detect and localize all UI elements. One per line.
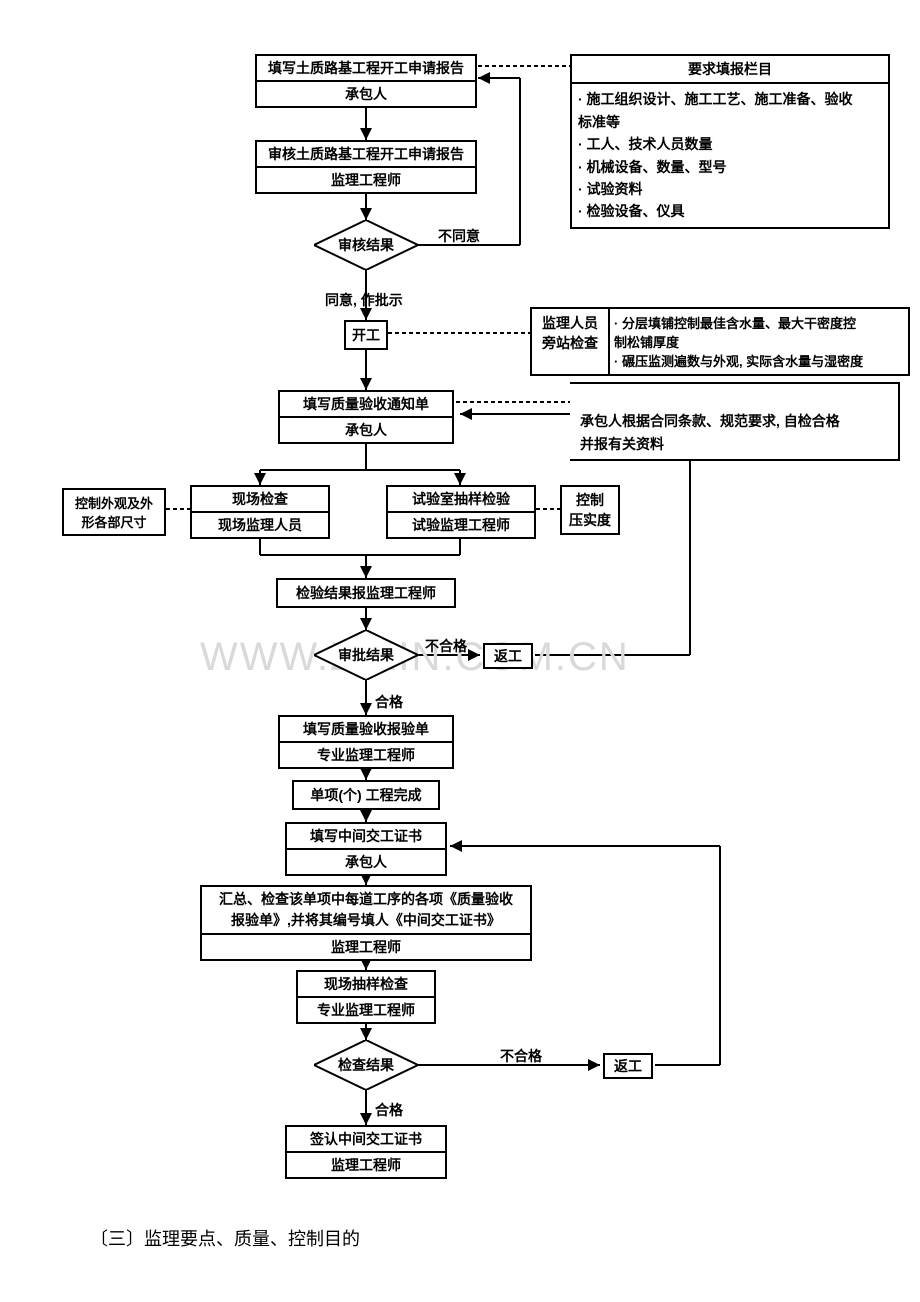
n7-top: 填写质量验收报验单 [280,717,452,743]
n1-bottom: 承包人 [257,82,475,106]
n12-top: 签认中间交工证书 [287,1127,445,1153]
node-fill-application: 填写土质路基工程开工申请报告 承包人 [255,54,477,108]
d1-right-label: 不同意 [438,226,480,246]
d3-rework: 返工 [605,1055,651,1077]
node-quality-notice: 填写质量验收通知单 承包人 [278,390,454,444]
d3-label: 检查结果 [338,1055,394,1075]
node-acceptance-form: 填写质量验收报验单 专业监理工程师 [278,715,454,769]
node-report-results: 检验结果报监理工程师 [276,578,456,608]
sideR1: 控制 压实度 [562,487,618,533]
d2-down-label: 合格 [375,692,403,712]
node-rework-1: 返工 [483,643,533,669]
d2-label: 审批结果 [338,645,394,665]
sb2-left: 监理人员 旁站检查 [532,309,610,374]
sb1-l0: · 施工组织设计、施工工艺、施工准备、验收 [578,88,882,110]
n2-top: 审核土质路基工程开工申请报告 [257,142,475,168]
node-item-complete: 单项(个) 工程完成 [292,780,440,810]
decision-review: 审核结果 [314,220,418,270]
node-sign-cert: 签认中间交工证书 监理工程师 [285,1125,447,1179]
n5b-top: 试验室抽样检验 [388,487,534,513]
node-rework-2: 返工 [603,1053,653,1079]
n10-bottom: 监理工程师 [202,935,530,959]
sideL1: 控制外观及外 形各部尺寸 [64,490,164,534]
n10-top: 汇总、检查该单项中每道工序的各项《质量验收 报验单》,并将其编号填人《中间交工证… [202,887,530,935]
n4-top: 填写质量验收通知单 [280,392,452,418]
sb2-right: · 分层填铺控制最佳含水量、最大干密度控 制松铺厚度 · 碾压监测遍数与外观, … [610,309,908,374]
d1-down-label: 同意, 作批示 [325,290,403,310]
node-summarize: 汇总、检查该单项中每道工序的各项《质量验收 报验单》,并将其编号填人《中间交工证… [200,885,532,961]
n7-bottom: 专业监理工程师 [280,743,452,767]
sb1-l5: · 检验设备、仪具 [578,200,882,222]
sb1-l1: 标准等 [578,111,882,133]
d3-right-label: 不合格 [500,1046,542,1066]
sb1-title: 要求填报栏目 [572,56,888,84]
sb1-l2: · 工人、技术人员数量 [578,133,882,155]
n8: 单项(个) 工程完成 [294,782,438,808]
n6: 检验结果报监理工程师 [278,580,454,606]
decision-check: 检查结果 [314,1040,418,1090]
n9-top: 填写中间交工证书 [287,824,445,850]
decision-approval: 审批结果 [314,630,418,680]
n9-bottom: 承包人 [287,850,445,874]
node-site-check: 现场检查 现场监理人员 [190,485,330,539]
footer-text: 〔三〕监理要点、质量、控制目的 [90,1225,360,1251]
sidebox-compaction: 控制 压实度 [560,485,620,535]
n12-bottom: 监理工程师 [287,1153,445,1177]
node-lab-check: 试验室抽样检验 试验监理工程师 [386,485,536,539]
n5a-bottom: 现场监理人员 [192,513,328,537]
n1-top: 填写土质路基工程开工申请报告 [257,56,475,82]
node-review-application: 审核土质路基工程开工申请报告 监理工程师 [255,140,477,194]
sidebox-appearance: 控制外观及外 形各部尺寸 [62,488,166,536]
n2-bottom: 监理工程师 [257,168,475,192]
d1-label: 审核结果 [338,235,394,255]
d2-rework: 返工 [485,645,531,667]
sb3: 承包人根据合同条款、规范要求, 自检合格 并报有关资料 [580,413,840,451]
sidebox-supervise: 监理人员 旁站检查 · 分层填铺控制最佳含水量、最大干密度控 制松铺厚度 · 碾… [530,307,910,376]
n11-top: 现场抽样检查 [298,972,434,998]
n4-bottom: 承包人 [280,418,452,442]
n5a-top: 现场检查 [192,487,328,513]
n11-bottom: 专业监理工程师 [298,998,434,1022]
node-spot-check: 现场抽样检查 专业监理工程师 [296,970,436,1024]
n3: 开工 [346,322,386,348]
node-start: 开工 [344,320,388,350]
sidebox-requirements: 要求填报栏目 · 施工组织设计、施工工艺、施工准备、验收 标准等 · 工人、技术… [570,54,890,229]
sb1-l3: · 机械设备、数量、型号 [578,156,882,178]
node-interim-cert: 填写中间交工证书 承包人 [285,822,447,876]
n5b-bottom: 试验监理工程师 [388,513,534,537]
d2-right-label: 不合格 [425,636,467,656]
sidebox-contractor-note: 承包人根据合同条款、规范要求, 自检合格 并报有关资料 [570,382,900,461]
sb1-l4: · 试验资料 [578,178,882,200]
d3-down-label: 合格 [375,1100,403,1120]
